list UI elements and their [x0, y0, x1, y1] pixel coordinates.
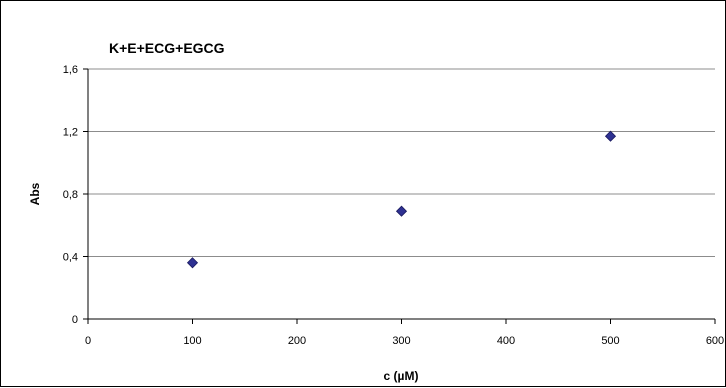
- tick-labels: 0 0,4 0,8 1,2 1,6 0 100 200 300 400 500 600: [63, 64, 724, 347]
- data-points: [186, 130, 617, 269]
- x-axis-label: c (µM): [384, 369, 419, 383]
- x-tick-label: 600: [706, 335, 724, 347]
- x-tick-label: 500: [601, 335, 619, 347]
- y-tick-label: 0: [72, 314, 78, 326]
- y-tick-label: 0,8: [63, 189, 78, 201]
- chart-title: K+E+ECG+EGCG: [109, 40, 225, 56]
- y-tick-label: 1,6: [63, 64, 78, 76]
- data-point: [604, 130, 617, 142]
- x-tick-label: 400: [497, 335, 515, 347]
- y-tick-label: 0,4: [63, 252, 78, 264]
- y-tick-label: 1,2: [63, 127, 78, 139]
- data-point: [395, 205, 408, 217]
- x-tick-label: 300: [392, 335, 410, 347]
- x-tick-label: 100: [183, 335, 201, 347]
- gridlines: [88, 68, 715, 257]
- x-tick-label: 200: [288, 335, 306, 347]
- data-point: [186, 257, 199, 269]
- y-axis-label: Abs: [28, 182, 42, 205]
- x-tick-label: 0: [85, 335, 91, 347]
- axes: [83, 68, 716, 324]
